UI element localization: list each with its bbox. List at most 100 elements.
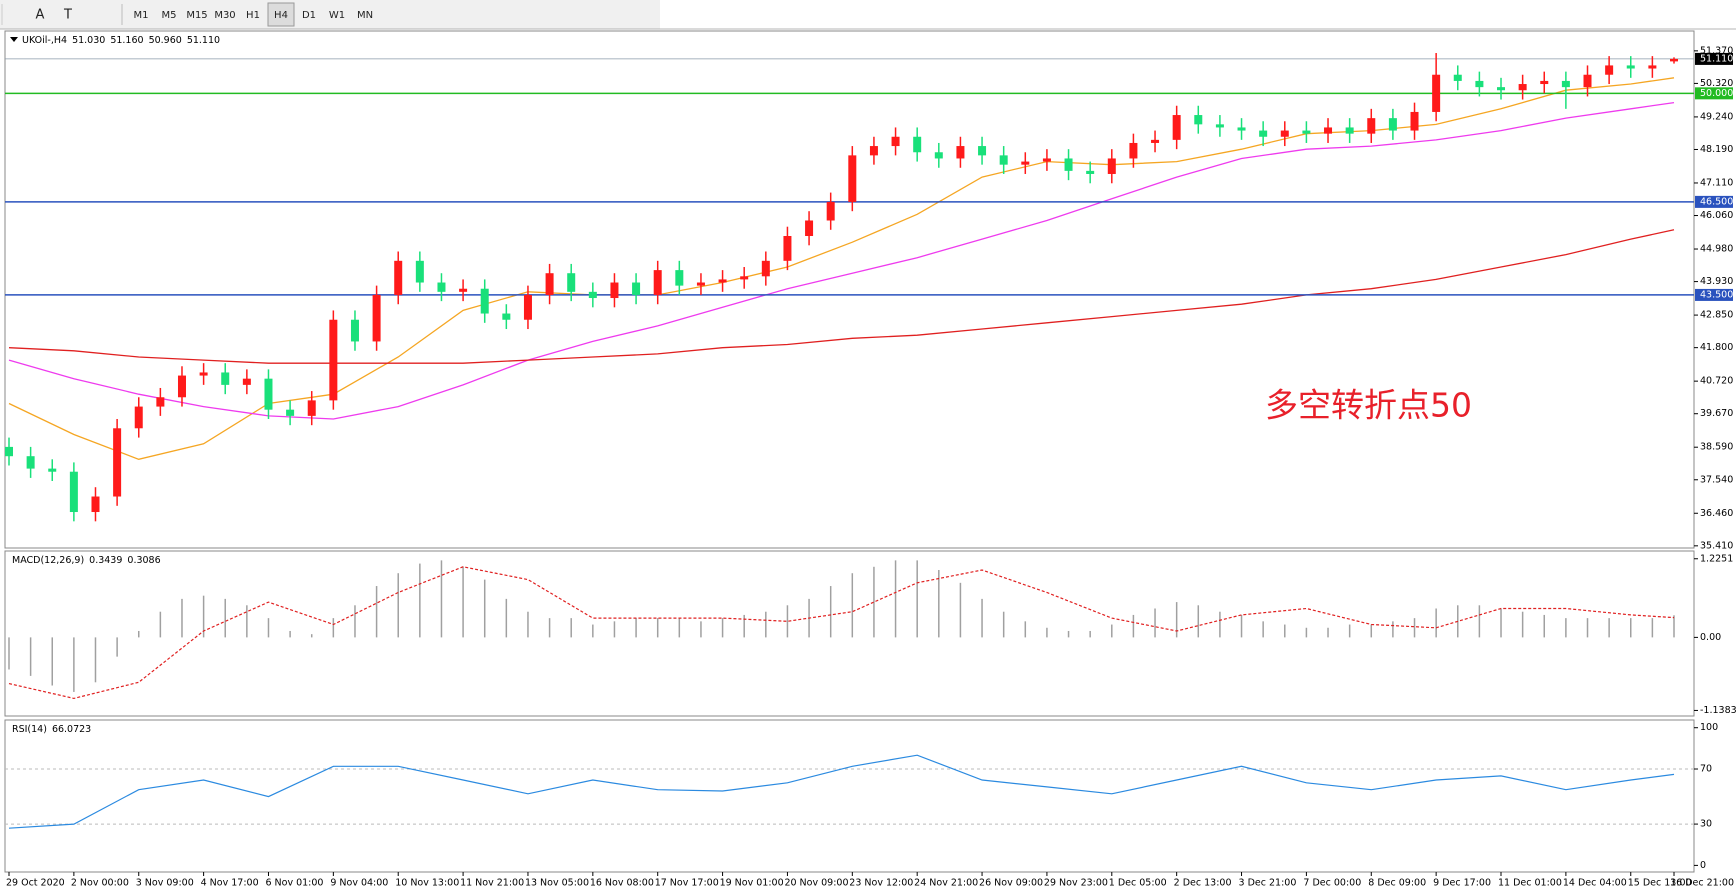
- candle-body: [978, 146, 987, 156]
- candle-body: [242, 378, 251, 385]
- candle-body: [610, 282, 619, 299]
- candle-body: [156, 397, 165, 407]
- y-tick-label: 49.240: [1700, 111, 1733, 122]
- x-tick-label: 8 Dec 09:00: [1368, 878, 1426, 889]
- candle-body: [177, 375, 186, 398]
- candle-body: [1345, 127, 1354, 134]
- candle-body: [1475, 80, 1484, 88]
- candle-body: [286, 409, 295, 416]
- candle-body: [26, 456, 35, 469]
- candle-body: [545, 273, 554, 295]
- y-tick-label: 35.410: [1700, 540, 1733, 551]
- candle-body: [1410, 111, 1419, 131]
- x-tick-label: 23 Nov 12:00: [849, 878, 913, 889]
- period-label[interactable]: H4: [274, 10, 288, 21]
- level-label-box: [1695, 288, 1733, 301]
- header-value: 51.110: [187, 35, 220, 46]
- macd-panel: [4, 550, 1695, 717]
- candle-body: [805, 220, 814, 237]
- x-tick-label: 10 Nov 13:00: [395, 878, 459, 889]
- period-button[interactable]: [212, 3, 238, 26]
- candle-body: [999, 155, 1008, 165]
- period-button[interactable]: [352, 3, 378, 26]
- y-tick-label: 50.320: [1700, 78, 1733, 89]
- tool-button[interactable]: [30, 4, 50, 25]
- candle-body: [91, 496, 100, 513]
- level-label: 46.500: [1700, 196, 1733, 207]
- candle-body: [5, 446, 13, 457]
- candle-body: [913, 136, 922, 153]
- x-tick-label: 16 Dec 21:00: [1670, 878, 1734, 889]
- y-tick-label: 42.850: [1700, 310, 1733, 321]
- period-label[interactable]: W1: [329, 10, 345, 21]
- header-value: 66.0723: [52, 724, 91, 735]
- period-button[interactable]: [324, 3, 350, 26]
- header-value: 0.3086: [127, 555, 160, 566]
- period-label[interactable]: M15: [186, 10, 207, 21]
- y-tick-label: 46.060: [1700, 210, 1733, 221]
- x-tick-label: 3 Dec 21:00: [1239, 878, 1297, 889]
- y-tick-label: 38.590: [1700, 442, 1733, 453]
- candle-body: [826, 201, 835, 221]
- period-label[interactable]: M30: [214, 10, 235, 21]
- x-tick-label: 29 Nov 23:00: [1044, 878, 1108, 889]
- period-button[interactable]: [156, 3, 182, 26]
- indicator-title: MACD(12,26,9): [12, 555, 84, 566]
- candle-body: [69, 471, 78, 513]
- candle-body: [1324, 127, 1333, 134]
- candle-body: [48, 468, 57, 472]
- candle-body: [502, 313, 511, 320]
- y-tick-label: 41.800: [1700, 342, 1733, 353]
- main-panel: [4, 30, 1695, 549]
- period-label[interactable]: M5: [162, 10, 177, 21]
- level-label: 43.500: [1700, 289, 1733, 300]
- y-tick-label: 36.460: [1700, 508, 1733, 519]
- candle-body: [588, 291, 597, 299]
- candle-body: [1302, 130, 1311, 134]
- x-tick-label: 16 Nov 08:00: [590, 878, 654, 889]
- candle-body: [718, 279, 727, 283]
- candle-body: [307, 400, 316, 416]
- candle-body: [567, 273, 576, 292]
- period-button[interactable]: [240, 3, 266, 26]
- x-tick-label: 1 Dec 05:00: [1109, 878, 1167, 889]
- candle-body: [848, 155, 857, 202]
- candle-body: [1367, 118, 1376, 134]
- period-label[interactable]: H1: [246, 10, 260, 21]
- period-button[interactable]: [267, 2, 295, 27]
- period-label[interactable]: M1: [134, 10, 149, 21]
- x-tick-label: 9 Nov 04:00: [330, 878, 388, 889]
- x-tick-label: 13 Nov 05:00: [525, 878, 589, 889]
- candle-body: [696, 282, 705, 286]
- candle-body: [221, 372, 230, 385]
- candle-body: [740, 276, 749, 280]
- candle-body: [480, 288, 489, 314]
- candle-body: [113, 428, 122, 497]
- header-value: 50.960: [149, 35, 182, 46]
- dropdown-icon[interactable]: [10, 37, 18, 42]
- candle-body: [350, 319, 359, 342]
- indicator-title: RSI(14): [12, 724, 47, 735]
- y-tick-label: 0.00: [1700, 632, 1721, 643]
- header-value: 51.160: [110, 35, 143, 46]
- y-tick-label: 37.540: [1700, 474, 1733, 485]
- period-button[interactable]: [296, 3, 322, 26]
- tool-button[interactable]: [58, 4, 78, 25]
- x-tick-label: 11 Dec 01:00: [1498, 878, 1562, 889]
- period-button[interactable]: [184, 3, 210, 26]
- candle-body: [1605, 65, 1614, 75]
- period-label[interactable]: D1: [302, 10, 316, 21]
- candle-body: [523, 294, 532, 320]
- y-tick-label: 0: [1700, 860, 1706, 871]
- tool-label[interactable]: A: [36, 8, 45, 23]
- level-label-box: [1695, 87, 1733, 100]
- period-label[interactable]: MN: [357, 10, 373, 21]
- period-button[interactable]: [128, 3, 154, 26]
- y-tick-label: 70: [1700, 764, 1712, 775]
- tool-label[interactable]: T: [63, 8, 72, 23]
- candle-body: [394, 260, 403, 295]
- candle-body: [1518, 84, 1527, 91]
- x-tick-label: 14 Dec 04:00: [1563, 878, 1627, 889]
